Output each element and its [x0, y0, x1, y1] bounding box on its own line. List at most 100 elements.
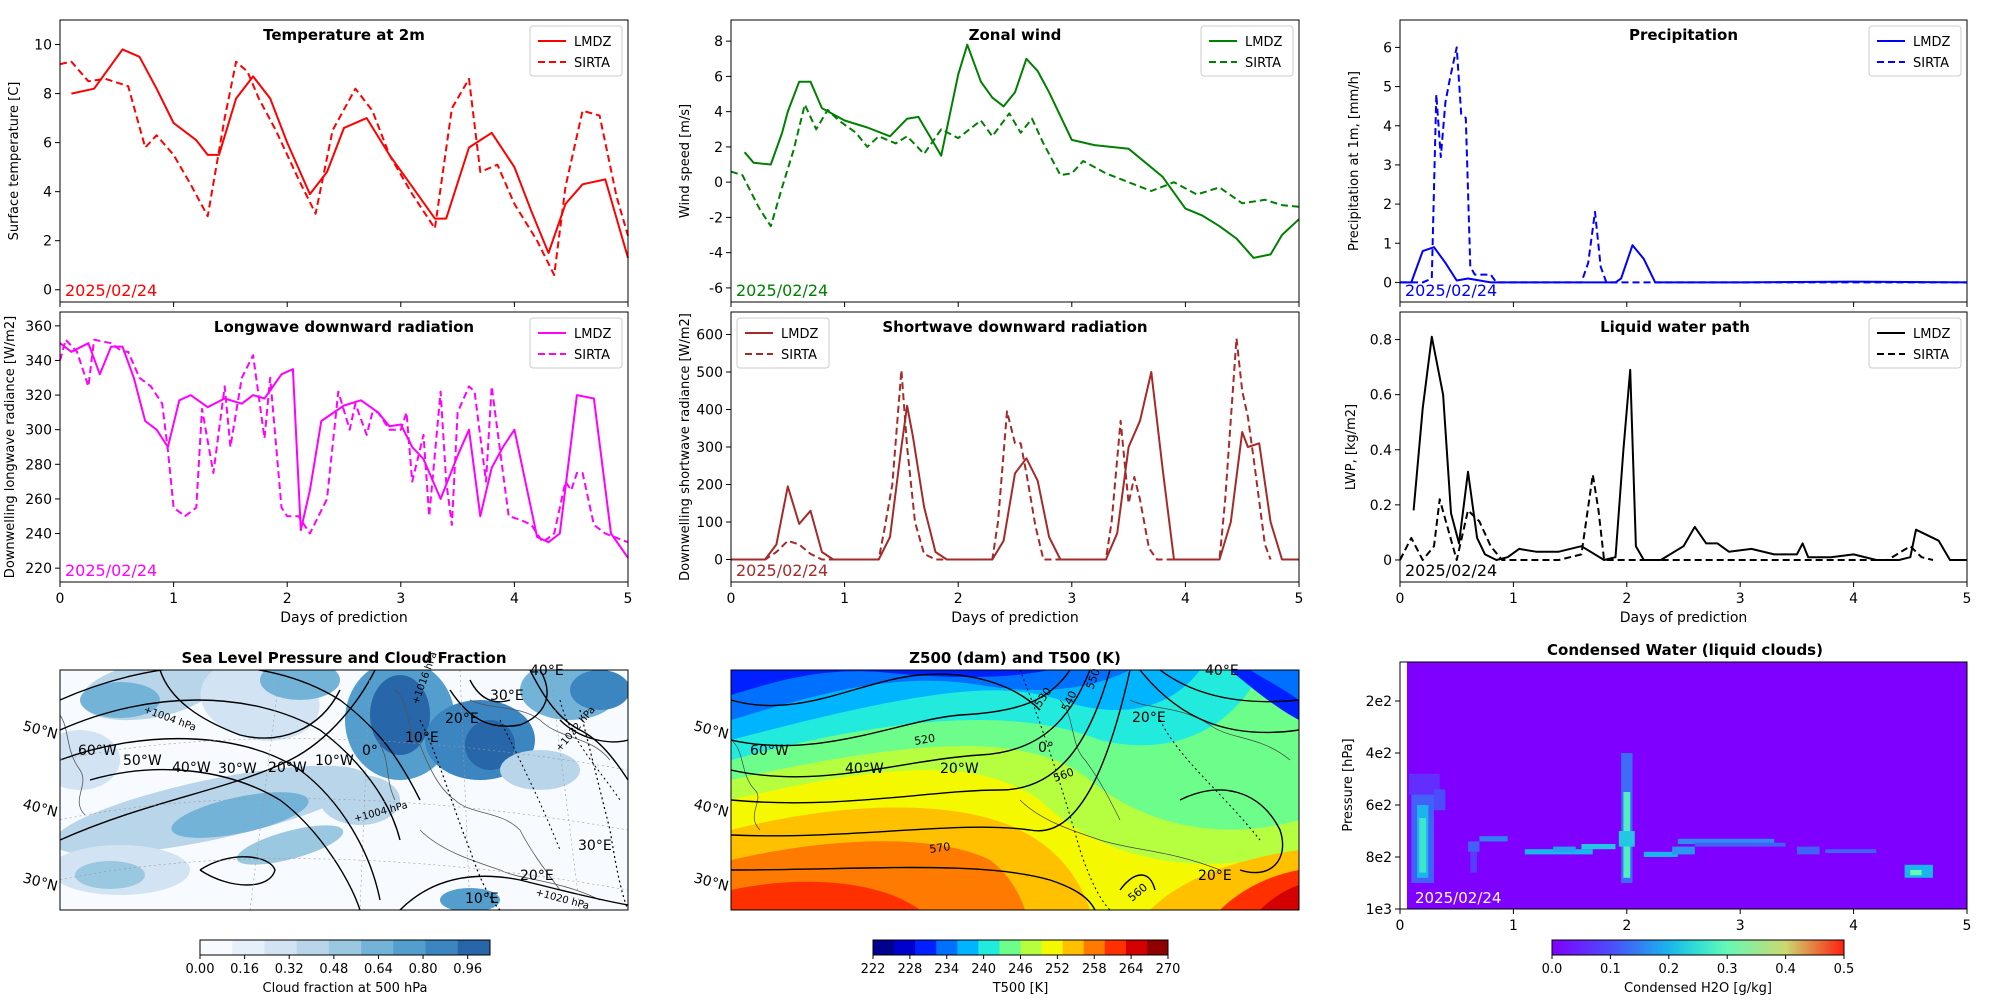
colorbar-segment: [1020, 940, 1043, 955]
cloud-patch: [260, 670, 340, 700]
date-label: 2025/02/24: [736, 281, 828, 300]
longitude-label: 40°E: [530, 663, 564, 679]
longitude-label: 40°W: [172, 760, 211, 776]
y-axis-label: Downwelling shortwave radiance [W/m2]: [678, 313, 693, 581]
temperature-band: [1260, 885, 1299, 910]
longitude-label: 0°: [362, 743, 378, 759]
chart-title: Precipitation: [1629, 26, 1738, 44]
series-line-sw-lmdz: [731, 371, 1299, 561]
y-tick-label: 2: [714, 140, 723, 156]
y-tick-label: 280: [25, 457, 52, 473]
condensed-water-cell: [1643, 851, 1678, 857]
condensed-water-cell: [1524, 849, 1593, 855]
colorbar-tick-label: 270: [1156, 962, 1181, 977]
cw-left-gap: [1400, 662, 1407, 909]
chart-wind: -6 -4 -2 0 2 4 6 8 Wind speed [m/s] Zonal wind 202…: [678, 19, 1300, 307]
colorbar-segment: [425, 940, 459, 955]
y-tick-label: -4: [709, 246, 723, 262]
temperature-band: [1250, 670, 1299, 700]
latitude-label: 30°N: [692, 870, 730, 895]
x-tick-label: 4: [1849, 591, 1858, 607]
legend-label: LMDZ: [574, 327, 611, 342]
colorbar-segment: [1041, 940, 1064, 955]
legend-label: LMDZ: [1913, 327, 1950, 342]
z500-borders: [1019, 670, 1261, 910]
isobar: [60, 670, 376, 841]
colorbar-segment: [296, 940, 330, 955]
condensed-water-cell: [1694, 842, 1786, 847]
series-line-wind-sirta: [730, 103, 1300, 228]
colorbar-tick-label: 0.0: [1542, 962, 1563, 977]
plot-frame: [730, 19, 1300, 303]
y-tick-label: 300: [25, 423, 52, 439]
date-label: 2025/02/24: [65, 281, 157, 300]
geopotential-contour: [1179, 789, 1284, 874]
isobar: [89, 768, 361, 910]
slp-map-frame: [59, 669, 629, 911]
geopotential-contour: [1119, 874, 1156, 891]
y-tick-label: -2: [709, 210, 723, 226]
chart-precip: 0 1 2 3 4 5 6 Precipitation at 1m, [mm/h] Precip…: [1347, 19, 1968, 307]
series-line-temp-sirta: [59, 60, 629, 276]
cloud-patch: [370, 675, 430, 755]
x-tick-label: 0: [56, 591, 65, 607]
isobar: [529, 670, 628, 781]
latitude-label: 50°N: [692, 718, 730, 743]
y-tick-label: 6: [43, 136, 52, 152]
colorbar-segment: [999, 940, 1021, 955]
condensed-water-cells: [1409, 753, 1933, 883]
colorbar-segment: [873, 940, 895, 955]
colorbar-label: T500 [K]: [992, 981, 1049, 996]
longitude-label: 20°E: [445, 711, 479, 727]
legend-box: [529, 25, 623, 77]
cloud-patch: [80, 682, 160, 718]
longitude-label: 20°W: [940, 761, 979, 777]
y-tick-label: 240: [25, 527, 52, 543]
condensed-water-cell: [1910, 870, 1922, 876]
legend-label: SIRTA: [1245, 56, 1281, 71]
longitude-label: 60°W: [750, 743, 789, 759]
colorbar-tick-label: 0.96: [453, 962, 482, 977]
y-tick-label: 100: [696, 515, 723, 531]
y-tick-label: 0.2: [1370, 498, 1392, 514]
y-tick-label: 500: [696, 365, 723, 381]
latitude-label: 50°N: [21, 718, 59, 743]
colorbar-tick-label: 228: [897, 962, 922, 977]
longitude-label: 30°W: [218, 761, 257, 777]
cloud-patch: [75, 861, 145, 889]
chart-title: Liquid water path: [1600, 318, 1750, 336]
contour-label: 520: [913, 732, 936, 748]
series-line-temp-lmdz: [71, 48, 629, 259]
condensed-water-cell: [1825, 849, 1877, 854]
legend-label: SIRTA: [574, 56, 610, 71]
y-tick-label: 200: [696, 478, 723, 494]
temperature-band: [731, 881, 920, 910]
latitude-label: 40°N: [692, 796, 730, 821]
z500-t500-map: Z500 (dam) and T500 (K) 50°N 40°N 30°N 60°W…: [692, 649, 1300, 996]
colorbar-segment: [393, 940, 427, 955]
x-tick-label: 4: [1849, 918, 1858, 934]
x-tick-label: 0: [1396, 591, 1405, 607]
isobar: [199, 856, 276, 886]
condensed-water-cell: [1419, 818, 1427, 873]
y-tick-label: 5: [1383, 80, 1392, 96]
isobar: [60, 699, 401, 841]
colorbar-tick-label: 0.48: [319, 962, 348, 977]
x-tick-label: 1: [840, 591, 849, 607]
colorbar-tick-label: 252: [1045, 962, 1070, 977]
colorbar-tick-label: 258: [1082, 962, 1107, 977]
y-tick-label: 0: [714, 553, 723, 569]
y-tick-label: 3: [1383, 158, 1392, 174]
isobar: [469, 679, 511, 703]
x-tick-label: 1: [169, 591, 178, 607]
legend-box: [1868, 25, 1962, 77]
colorbar-label: Cloud fraction at 500 hPa: [263, 981, 428, 996]
slp-borders: [499, 699, 621, 851]
colorbar-gradient: [1551, 939, 1845, 956]
longitude-label: 0°: [1038, 740, 1054, 756]
y-tick-label: 600: [696, 328, 723, 344]
t500-colorbar: 222 228 234 240 246 252 258 264 270 T500 [K]: [861, 939, 1181, 996]
date-label: 2025/02/24: [1405, 281, 1497, 300]
y-tick-label: 2: [43, 234, 52, 250]
